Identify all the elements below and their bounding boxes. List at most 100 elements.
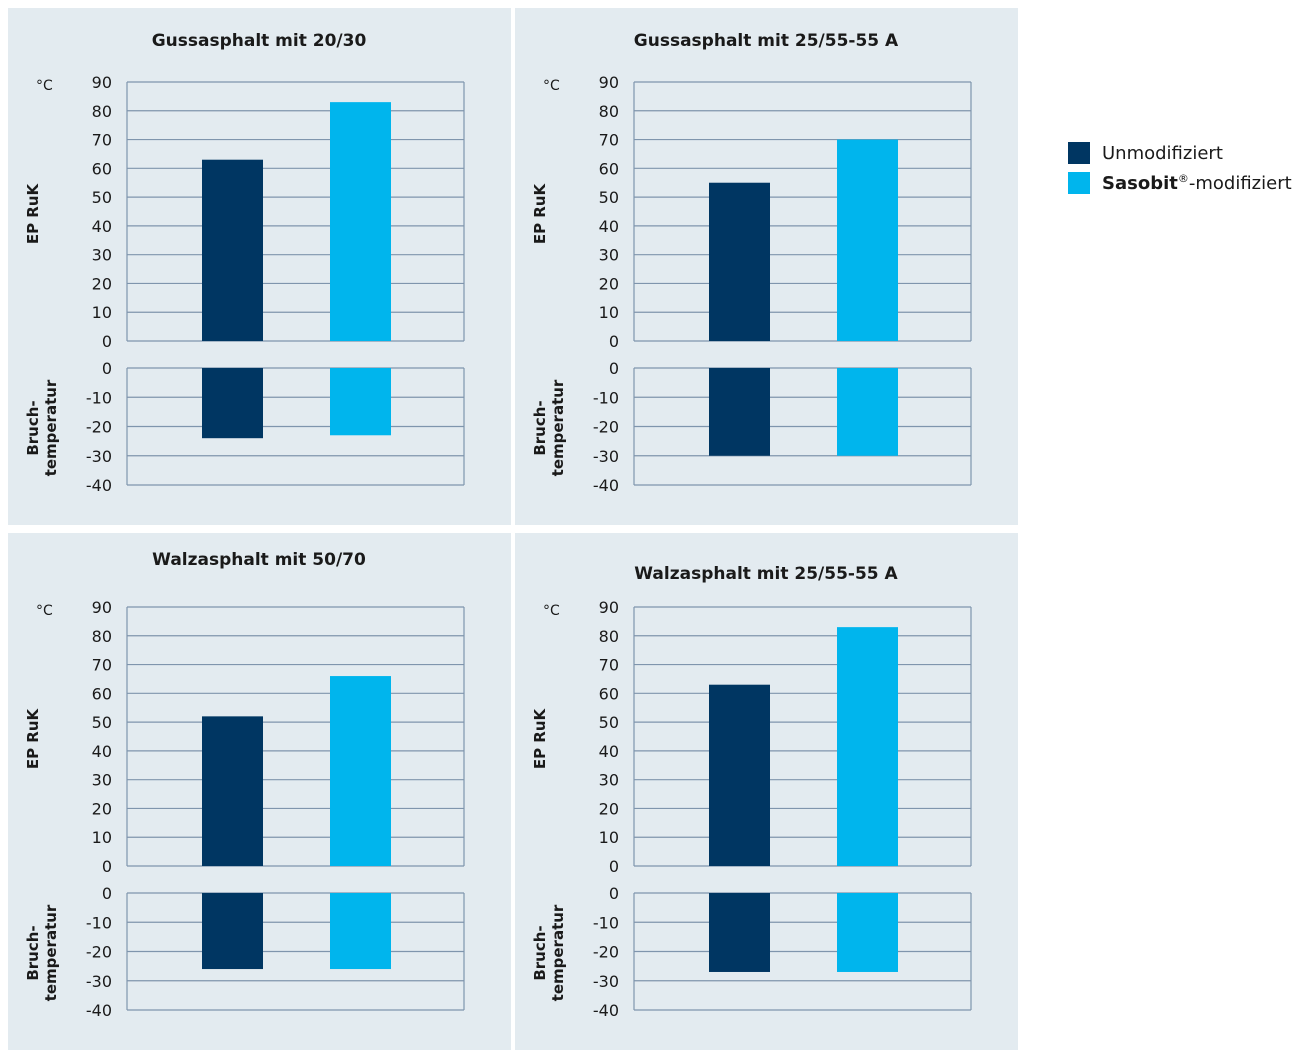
y-tick-label: 0 bbox=[102, 884, 112, 903]
bar-ep-ruk bbox=[330, 676, 391, 866]
y-tick-label: -40 bbox=[593, 476, 619, 495]
y-tick-label: 90 bbox=[599, 598, 619, 617]
y-tick-label: 20 bbox=[92, 274, 112, 293]
legend-registered-mark: ® bbox=[1177, 172, 1189, 185]
bar-bruchtemperatur bbox=[709, 368, 770, 456]
y-axis-label-top: EP RuK bbox=[24, 707, 42, 769]
y-tick-label: 60 bbox=[599, 684, 619, 703]
y-tick-label: 40 bbox=[92, 742, 112, 761]
y-tick-label: -20 bbox=[86, 418, 112, 437]
y-tick-label: 60 bbox=[92, 159, 112, 178]
y-tick-label: 70 bbox=[599, 656, 619, 675]
legend-swatch-unmodified bbox=[1068, 142, 1090, 164]
y-tick-label: 0 bbox=[102, 332, 112, 351]
y-tick-label: 70 bbox=[92, 131, 112, 150]
y-axis-label-bottom-line2: temperatur bbox=[549, 379, 567, 476]
bar-ep-ruk bbox=[330, 102, 391, 342]
y-axis-label-top: EP RuK bbox=[531, 182, 549, 244]
y-tick-label: 20 bbox=[599, 799, 619, 818]
bar-ep-ruk bbox=[709, 684, 770, 866]
y-axis-label-bottom-line1: Bruch- bbox=[531, 400, 549, 455]
y-tick-label: 40 bbox=[92, 217, 112, 236]
y-tick-label: -40 bbox=[86, 476, 112, 495]
y-tick-label: 0 bbox=[102, 857, 112, 876]
y-axis-label-bottom-line1: Bruch- bbox=[24, 925, 42, 980]
y-tick-label: -10 bbox=[593, 913, 619, 932]
y-tick-label: 80 bbox=[599, 627, 619, 646]
legend-label-modified: Sasobit®-modifiziert bbox=[1102, 172, 1292, 194]
bar-bruchtemperatur bbox=[709, 893, 770, 972]
y-tick-label: -30 bbox=[86, 447, 112, 466]
y-axis-label-bottom-line1: Bruch- bbox=[24, 400, 42, 455]
y-tick-label: 10 bbox=[599, 303, 619, 322]
chart-panel-walzasphalt-25-55: Walzasphalt mit 25/55-55 A °C 0 10 20 30 40 50 6… bbox=[515, 533, 1018, 1050]
y-axis-label-top: EP RuK bbox=[531, 707, 549, 769]
y-axis-label-bottom-line2: temperatur bbox=[549, 904, 567, 1001]
y-tick-label: -30 bbox=[593, 447, 619, 466]
chart-title: Walzasphalt mit 25/55-55 A bbox=[634, 564, 898, 584]
y-tick-label: -10 bbox=[86, 913, 112, 932]
unit-label: °C bbox=[543, 78, 560, 94]
y-tick-label: 30 bbox=[92, 246, 112, 265]
y-tick-label: 10 bbox=[92, 828, 112, 847]
bar-bruchtemperatur bbox=[330, 893, 391, 970]
legend-brand: Sasobit bbox=[1102, 173, 1178, 194]
y-tick-label: 90 bbox=[92, 73, 112, 92]
legend-item-modified: Sasobit®-modifiziert bbox=[1068, 170, 1292, 196]
y-tick-label: 40 bbox=[599, 742, 619, 761]
bar-chart: Gussasphalt mit 20/30 °C 0 10 20 30 40 50 60 70 80… bbox=[24, 31, 465, 495]
chart-panel-gussasphalt-25-55: Gussasphalt mit 25/55-55 A °C 0 10 20 30 40 50 6… bbox=[515, 8, 1018, 525]
bar-ep-ruk bbox=[202, 716, 263, 866]
y-axis-label-bottom-line1: Bruch- bbox=[531, 925, 549, 980]
y-tick-label: -20 bbox=[593, 943, 619, 962]
y-tick-label: -40 bbox=[593, 1001, 619, 1020]
y-axis-label-top: EP RuK bbox=[24, 182, 42, 244]
y-tick-label: 80 bbox=[92, 102, 112, 121]
y-tick-label: -20 bbox=[86, 943, 112, 962]
chart-title: Walzasphalt mit 50/70 bbox=[152, 550, 366, 570]
y-tick-label: 50 bbox=[92, 188, 112, 207]
y-tick-label: 80 bbox=[599, 102, 619, 121]
y-tick-label: 0 bbox=[609, 332, 619, 351]
legend: Unmodifiziert Sasobit®-modifiziert bbox=[1068, 140, 1292, 200]
y-tick-label: -20 bbox=[593, 418, 619, 437]
y-tick-label: 10 bbox=[92, 303, 112, 322]
unit-label: °C bbox=[543, 603, 560, 619]
chart-title: Gussasphalt mit 20/30 bbox=[152, 31, 367, 51]
y-axis-label-bottom-line2: temperatur bbox=[42, 904, 60, 1001]
y-tick-label: 20 bbox=[599, 274, 619, 293]
bar-bruchtemperatur bbox=[837, 368, 898, 456]
bar-ep-ruk bbox=[709, 182, 770, 341]
y-tick-label: -40 bbox=[86, 1001, 112, 1020]
y-tick-label: 40 bbox=[599, 217, 619, 236]
legend-label-unmodified: Unmodifiziert bbox=[1102, 142, 1223, 164]
unit-label: °C bbox=[36, 78, 53, 94]
bar-bruchtemperatur bbox=[837, 893, 898, 972]
y-tick-label: 30 bbox=[92, 771, 112, 790]
y-axis-label-bottom-line2: temperatur bbox=[42, 379, 60, 476]
bar-ep-ruk bbox=[837, 139, 898, 341]
y-tick-label: 20 bbox=[92, 799, 112, 818]
chart-panel-walzasphalt-50-70: Walzasphalt mit 50/70 °C 0 10 20 30 40 50 60 70 80… bbox=[8, 533, 511, 1050]
y-tick-label: -10 bbox=[593, 388, 619, 407]
y-tick-label: -10 bbox=[86, 388, 112, 407]
bar-bruchtemperatur bbox=[202, 368, 263, 439]
legend-swatch-modified bbox=[1068, 172, 1090, 194]
legend-item-unmodified: Unmodifiziert bbox=[1068, 140, 1292, 166]
bar-ep-ruk bbox=[202, 159, 263, 341]
y-tick-label: 0 bbox=[609, 359, 619, 378]
y-tick-label: 50 bbox=[599, 713, 619, 732]
bar-chart: Walzasphalt mit 25/55-55 A °C 0 10 20 30 40 50 6… bbox=[531, 564, 972, 1020]
y-tick-label: 70 bbox=[92, 656, 112, 675]
y-tick-label: 90 bbox=[92, 598, 112, 617]
y-tick-label: 90 bbox=[599, 73, 619, 92]
legend-suffix: -modifiziert bbox=[1188, 173, 1292, 194]
y-tick-label: 0 bbox=[102, 359, 112, 378]
y-tick-label: 60 bbox=[92, 684, 112, 703]
y-tick-label: 60 bbox=[599, 159, 619, 178]
bar-chart: Walzasphalt mit 50/70 °C 0 10 20 30 40 50 60 70 80… bbox=[24, 550, 465, 1020]
y-tick-label: 0 bbox=[609, 884, 619, 903]
y-tick-label: 70 bbox=[599, 131, 619, 150]
unit-label: °C bbox=[36, 603, 53, 619]
chart-panel-gussasphalt-20-30: Gussasphalt mit 20/30 °C 0 10 20 30 40 50 60 70 80… bbox=[8, 8, 511, 525]
